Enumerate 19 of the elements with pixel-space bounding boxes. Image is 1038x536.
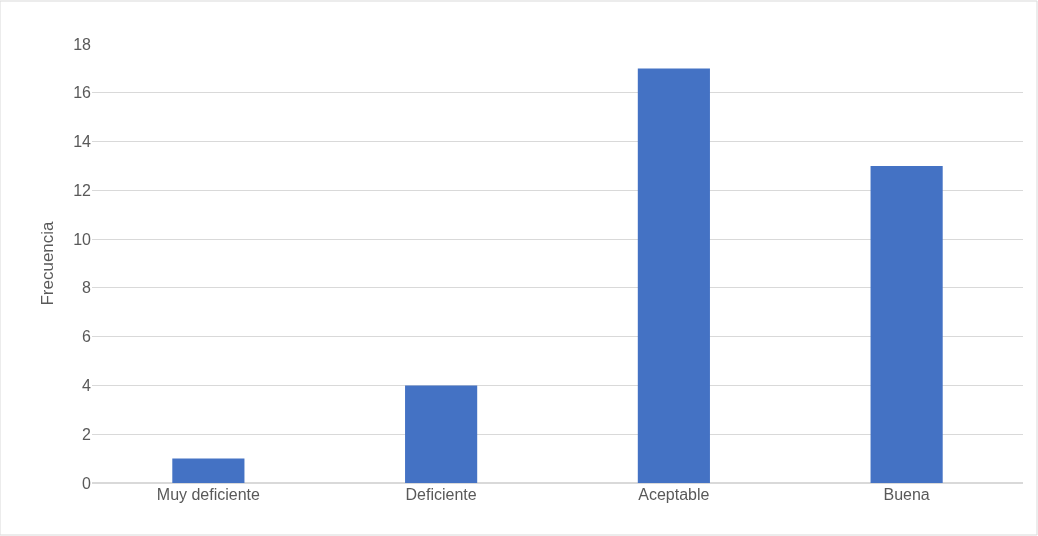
y-tick-label: 16 [73,84,92,102]
y-tick-label: 18 [73,35,92,53]
y-tick-label: 8 [82,279,92,297]
bar [405,385,478,483]
x-tick-label: Muy deficiente [156,486,261,503]
x-tick-label: Deficiente [405,486,477,503]
y-tick-label: 0 [82,474,92,492]
y-tick-label: 2 [82,425,92,443]
y-tick-label: 12 [73,181,92,199]
x-tick-label: Buena [883,486,930,503]
y-tick-label: 10 [73,230,92,248]
bar [172,458,245,483]
y-tick-label: 6 [82,328,92,346]
y-tick-label: 4 [82,377,92,395]
y-axis-title: Frecuencia [37,220,57,306]
y-tick-label: 14 [73,133,92,151]
x-tick-label: Aceptable [638,486,710,503]
bar [637,68,710,483]
bar [870,165,943,483]
